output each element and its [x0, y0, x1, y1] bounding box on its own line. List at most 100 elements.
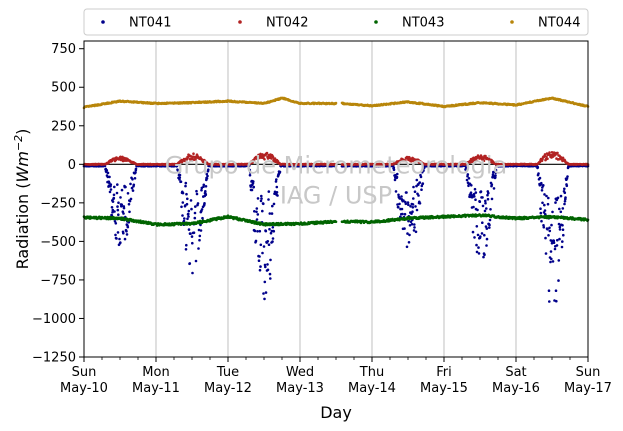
- point-NT041: [189, 232, 192, 235]
- point-NT041: [536, 165, 540, 169]
- point-NT041: [545, 194, 548, 198]
- point-NT041: [112, 193, 116, 197]
- series-NT042: [82, 151, 590, 166]
- point-NT041: [202, 183, 206, 187]
- point-NT041: [542, 184, 545, 187]
- point-NT041: [481, 204, 485, 208]
- point-NT041: [476, 233, 480, 237]
- point-NT043: [139, 219, 142, 222]
- y-tick-label: −750: [40, 273, 76, 288]
- point-NT041: [110, 206, 114, 209]
- point-NT041: [256, 197, 260, 200]
- point-NT041: [406, 232, 409, 235]
- point-NT041: [474, 198, 477, 201]
- point-NT041: [193, 211, 197, 215]
- point-NT041: [415, 184, 418, 188]
- point-NT041: [191, 241, 194, 245]
- point-NT041: [116, 205, 119, 208]
- point-NT041: [544, 252, 548, 255]
- point-NT041: [264, 291, 268, 294]
- point-NT041: [409, 220, 413, 224]
- point-NT041: [549, 260, 552, 264]
- point-NT041: [474, 191, 478, 194]
- point-NT041: [196, 202, 200, 205]
- point-NT041: [465, 178, 469, 182]
- point-NT041: [554, 289, 558, 293]
- point-NT041: [413, 190, 417, 193]
- point-NT041: [197, 228, 201, 232]
- point-NT041: [203, 202, 206, 205]
- point-NT041: [118, 237, 121, 241]
- point-NT041: [412, 185, 415, 189]
- point-NT041: [122, 206, 126, 210]
- point-NT041: [274, 180, 278, 183]
- point-NT041: [546, 227, 549, 231]
- point-NT041: [552, 241, 556, 244]
- point-NT041: [566, 175, 569, 178]
- x-tick-label-date: May-12: [204, 381, 252, 396]
- point-NT041: [492, 170, 495, 174]
- y-tick-label: 500: [51, 81, 76, 96]
- legend-label-NT044: NT044: [538, 16, 580, 31]
- point-NT041: [263, 297, 266, 301]
- point-NT041: [190, 207, 193, 211]
- point-NT041: [547, 234, 550, 237]
- point-NT041: [559, 194, 563, 198]
- y-tick-label: 250: [51, 119, 76, 134]
- point-NT041: [187, 212, 190, 216]
- point-NT041: [554, 201, 557, 204]
- point-NT041: [122, 231, 125, 235]
- legend-marker-NT044: [510, 20, 514, 24]
- point-NT041: [269, 231, 273, 235]
- point-NT041: [190, 235, 194, 238]
- point-NT041: [419, 175, 423, 179]
- point-NT041: [200, 208, 204, 211]
- point-NT041: [561, 240, 564, 243]
- point-NT041: [178, 173, 182, 177]
- point-NT041: [193, 216, 197, 220]
- point-NT041: [264, 265, 267, 269]
- point-NT041: [259, 265, 262, 268]
- point-NT041: [400, 195, 403, 198]
- point-NT041: [490, 183, 494, 186]
- point-NT041: [134, 171, 137, 174]
- point-NT041: [248, 173, 252, 177]
- point-NT041: [414, 230, 418, 234]
- point-NT042: [334, 162, 338, 166]
- point-NT041: [485, 237, 489, 241]
- point-NT041: [400, 207, 404, 211]
- point-NT041: [189, 199, 193, 202]
- point-NT041: [261, 209, 264, 213]
- x-tick-label-day: Tue: [216, 365, 239, 380]
- point-NT042: [484, 154, 487, 158]
- point-NT041: [472, 192, 476, 196]
- point-NT042: [548, 151, 551, 154]
- point-NT041: [194, 205, 197, 208]
- point-NT043: [198, 221, 201, 225]
- x-tick-label-day: Thu: [359, 365, 384, 380]
- point-NT041: [119, 241, 122, 244]
- point-NT041: [183, 217, 186, 220]
- point-NT041: [479, 190, 483, 193]
- x-tick-label-day: Fri: [436, 365, 452, 380]
- point-NT041: [134, 167, 138, 171]
- x-tick-label-date: May-15: [420, 381, 468, 396]
- point-NT041: [558, 225, 562, 229]
- point-NT041: [565, 177, 569, 180]
- point-NT041: [262, 202, 265, 206]
- point-NT041: [479, 235, 482, 238]
- legend-marker-NT042: [238, 20, 242, 24]
- point-NT041: [413, 226, 416, 229]
- point-NT041: [483, 233, 486, 237]
- x-tick-label-day: Sat: [505, 365, 526, 380]
- point-NT041: [561, 224, 564, 227]
- point-NT041: [126, 192, 130, 195]
- point-NT041: [198, 238, 201, 242]
- point-NT042: [404, 159, 407, 163]
- point-NT041: [119, 196, 122, 199]
- point-NT041: [185, 202, 189, 206]
- point-NT041: [481, 196, 484, 199]
- x-tick-label-day: Mon: [142, 365, 169, 380]
- point-NT041: [476, 208, 479, 212]
